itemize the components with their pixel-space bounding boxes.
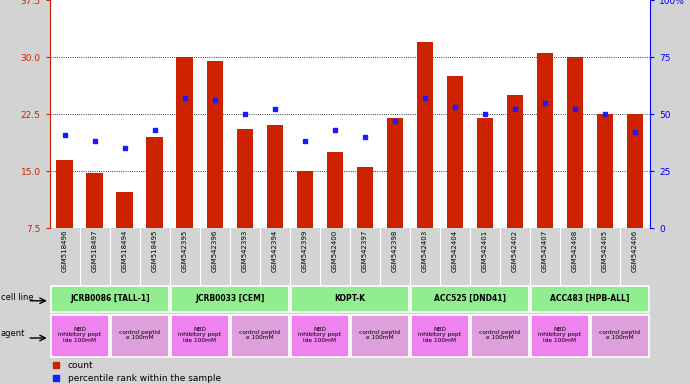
Text: GSM542400: GSM542400 — [332, 230, 338, 272]
Bar — [411, 315, 469, 357]
Bar — [351, 315, 408, 357]
Text: JCRB0086 [TALL-1]: JCRB0086 [TALL-1] — [70, 294, 150, 303]
Bar — [411, 286, 529, 312]
Text: GSM542398: GSM542398 — [392, 230, 398, 272]
Text: GSM542405: GSM542405 — [602, 230, 608, 272]
Bar — [51, 286, 168, 312]
Bar — [597, 114, 613, 228]
Bar — [531, 315, 589, 357]
Text: GSM542408: GSM542408 — [572, 230, 578, 272]
Bar — [177, 57, 193, 228]
Text: NBD
inhibitory pept
ide 100mM: NBD inhibitory pept ide 100mM — [58, 327, 101, 343]
Bar — [57, 160, 73, 228]
Text: GSM542401: GSM542401 — [482, 230, 488, 272]
Text: control peptid
e 100mM: control peptid e 100mM — [359, 329, 400, 340]
Bar — [566, 57, 583, 228]
Text: NBD
inhibitory pept
ide 100mM: NBD inhibitory pept ide 100mM — [298, 327, 342, 343]
Text: ACC525 [DND41]: ACC525 [DND41] — [434, 294, 506, 303]
Bar — [627, 114, 643, 228]
Text: KOPT-K: KOPT-K — [335, 294, 365, 303]
Bar — [357, 167, 373, 228]
Bar — [446, 76, 463, 228]
Text: GSM542397: GSM542397 — [362, 230, 368, 272]
Bar — [326, 152, 343, 228]
Text: control peptid
e 100mM: control peptid e 100mM — [600, 329, 640, 340]
Bar — [537, 53, 553, 228]
Text: GSM542395: GSM542395 — [181, 230, 188, 272]
Bar — [51, 315, 108, 357]
Text: percentile rank within the sample: percentile rank within the sample — [68, 374, 221, 383]
Text: NBD
inhibitory pept
ide 100mM: NBD inhibitory pept ide 100mM — [538, 327, 582, 343]
Bar — [146, 137, 163, 228]
Bar — [297, 171, 313, 228]
Text: NBD
inhibitory pept
ide 100mM: NBD inhibitory pept ide 100mM — [418, 327, 462, 343]
Text: count: count — [68, 361, 93, 370]
Bar — [417, 42, 433, 228]
Text: GSM542396: GSM542396 — [212, 230, 218, 272]
Text: GSM542393: GSM542393 — [241, 230, 248, 272]
Bar — [111, 315, 168, 357]
Bar — [386, 118, 403, 228]
Text: JCRB0033 [CEM]: JCRB0033 [CEM] — [195, 294, 264, 303]
Bar — [506, 95, 523, 228]
Text: GSM518494: GSM518494 — [121, 230, 128, 272]
Text: GSM542404: GSM542404 — [452, 230, 458, 272]
Text: GSM542406: GSM542406 — [632, 230, 638, 272]
Text: GSM542403: GSM542403 — [422, 230, 428, 272]
Text: GSM542394: GSM542394 — [272, 230, 278, 272]
Bar — [591, 315, 649, 357]
Bar — [206, 61, 223, 228]
Bar — [86, 172, 103, 228]
Text: GSM542402: GSM542402 — [512, 230, 518, 272]
Text: control peptid
e 100mM: control peptid e 100mM — [480, 329, 520, 340]
Bar — [291, 286, 408, 312]
Text: GSM518497: GSM518497 — [92, 230, 98, 272]
Bar — [471, 315, 529, 357]
Bar — [117, 192, 133, 228]
Bar — [531, 286, 649, 312]
Text: GSM542399: GSM542399 — [302, 230, 308, 272]
Bar — [231, 315, 288, 357]
Bar — [266, 126, 283, 228]
Text: GSM518495: GSM518495 — [152, 230, 158, 272]
Bar — [237, 129, 253, 228]
Bar — [171, 315, 228, 357]
Bar — [477, 118, 493, 228]
Text: control peptid
e 100mM: control peptid e 100mM — [119, 329, 160, 340]
Text: agent: agent — [1, 329, 25, 338]
Text: control peptid
e 100mM: control peptid e 100mM — [239, 329, 280, 340]
Text: GSM518496: GSM518496 — [61, 230, 68, 272]
Text: GSM542407: GSM542407 — [542, 230, 548, 272]
Text: cell line: cell line — [1, 293, 33, 302]
Bar — [171, 286, 288, 312]
Bar — [291, 315, 348, 357]
Text: NBD
inhibitory pept
ide 100mM: NBD inhibitory pept ide 100mM — [178, 327, 221, 343]
Text: ACC483 [HPB-ALL]: ACC483 [HPB-ALL] — [550, 294, 630, 303]
